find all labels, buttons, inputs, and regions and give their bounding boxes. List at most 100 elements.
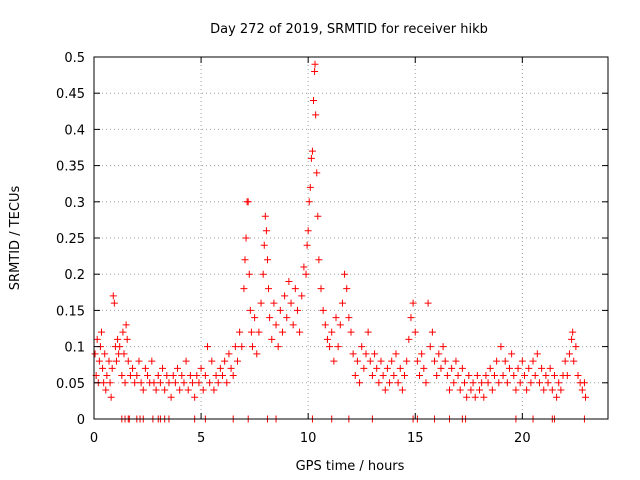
data-point bbox=[503, 379, 511, 387]
data-point bbox=[272, 321, 280, 329]
data-point bbox=[409, 299, 417, 307]
data-point bbox=[454, 372, 462, 380]
x-tick-label: 15 bbox=[407, 431, 424, 446]
data-point bbox=[241, 256, 249, 264]
data-point bbox=[518, 357, 526, 365]
data-point bbox=[422, 379, 430, 387]
data-point bbox=[360, 364, 368, 372]
data-point bbox=[139, 386, 147, 394]
data-point bbox=[189, 379, 197, 387]
data-point bbox=[373, 364, 381, 372]
data-point bbox=[167, 393, 175, 401]
data-point bbox=[276, 306, 284, 314]
data-point bbox=[388, 357, 396, 365]
data-point bbox=[159, 364, 167, 372]
data-point bbox=[236, 328, 244, 336]
data-point bbox=[242, 234, 250, 242]
data-point bbox=[349, 350, 357, 358]
data-point bbox=[426, 343, 434, 351]
y-tick-label: 0.15 bbox=[56, 304, 85, 319]
y-tick-label: 0 bbox=[77, 413, 85, 428]
data-point bbox=[435, 350, 443, 358]
data-point bbox=[109, 292, 117, 300]
data-point bbox=[411, 328, 419, 336]
data-point bbox=[257, 299, 265, 307]
data-point bbox=[270, 299, 278, 307]
data-point bbox=[154, 372, 162, 380]
data-point bbox=[268, 335, 276, 343]
data-point bbox=[398, 386, 406, 394]
y-tick-label: 0.5 bbox=[64, 51, 85, 66]
data-point bbox=[165, 379, 173, 387]
data-point bbox=[465, 372, 473, 380]
data-point bbox=[525, 364, 533, 372]
data-point bbox=[390, 372, 398, 380]
data-point bbox=[572, 343, 580, 351]
data-point bbox=[499, 372, 507, 380]
data-point bbox=[225, 350, 233, 358]
data-point bbox=[263, 256, 271, 264]
data-point bbox=[244, 198, 252, 206]
data-point bbox=[458, 364, 466, 372]
data-point bbox=[99, 364, 107, 372]
y-axis-ticks: 0 0.05 0.1 0.15 0.2 0.25 0.3 0.35 0.4 0.45 0.5 bbox=[56, 51, 608, 428]
data-point bbox=[548, 386, 556, 394]
data-point bbox=[163, 372, 171, 380]
data-point bbox=[108, 364, 116, 372]
data-point bbox=[195, 379, 203, 387]
data-point bbox=[311, 60, 319, 68]
data-point bbox=[95, 357, 103, 365]
data-point bbox=[467, 386, 475, 394]
data-point bbox=[368, 372, 376, 380]
x-tick-label: 0 bbox=[90, 431, 98, 446]
data-point bbox=[557, 386, 565, 394]
data-point bbox=[281, 292, 289, 300]
data-point bbox=[319, 306, 327, 314]
plot-frame bbox=[93, 56, 609, 420]
data-point bbox=[285, 277, 293, 285]
data-point bbox=[312, 111, 320, 119]
data-point bbox=[310, 96, 318, 104]
data-point bbox=[298, 292, 306, 300]
data-point bbox=[314, 212, 322, 220]
data-point bbox=[307, 154, 315, 162]
data-point bbox=[516, 379, 524, 387]
data-point bbox=[278, 328, 286, 336]
data-point bbox=[538, 364, 546, 372]
data-point bbox=[305, 198, 313, 206]
y-tick-label: 0.2 bbox=[64, 268, 85, 283]
data-point bbox=[471, 393, 479, 401]
data-point bbox=[150, 379, 158, 387]
data-point bbox=[161, 386, 169, 394]
data-point bbox=[112, 357, 120, 365]
data-point bbox=[328, 328, 336, 336]
data-point bbox=[392, 350, 400, 358]
data-point bbox=[306, 183, 314, 191]
data-point bbox=[433, 372, 441, 380]
y-tick-label: 0.3 bbox=[64, 196, 85, 211]
y-tick-label: 0.25 bbox=[56, 232, 85, 247]
data-point bbox=[488, 386, 496, 394]
data-point bbox=[441, 357, 449, 365]
data-point bbox=[180, 379, 188, 387]
data-point bbox=[101, 350, 109, 358]
y-axis-label: SRMTID / TECUs bbox=[8, 186, 23, 291]
data-point bbox=[533, 350, 541, 358]
data-point bbox=[495, 379, 503, 387]
y-tick-label: 0.35 bbox=[56, 160, 85, 175]
y-tick-label: 0.05 bbox=[56, 377, 85, 392]
data-point bbox=[413, 357, 421, 365]
data-point bbox=[469, 379, 477, 387]
data-point bbox=[291, 285, 299, 293]
data-point bbox=[214, 379, 222, 387]
data-point bbox=[529, 357, 537, 365]
data-point bbox=[240, 285, 248, 293]
data-point bbox=[313, 169, 321, 177]
data-point bbox=[424, 299, 432, 307]
data-point bbox=[204, 343, 212, 351]
data-point bbox=[527, 379, 535, 387]
data-point bbox=[300, 263, 308, 271]
data-point bbox=[383, 364, 391, 372]
data-point bbox=[550, 372, 558, 380]
data-point bbox=[193, 372, 201, 380]
